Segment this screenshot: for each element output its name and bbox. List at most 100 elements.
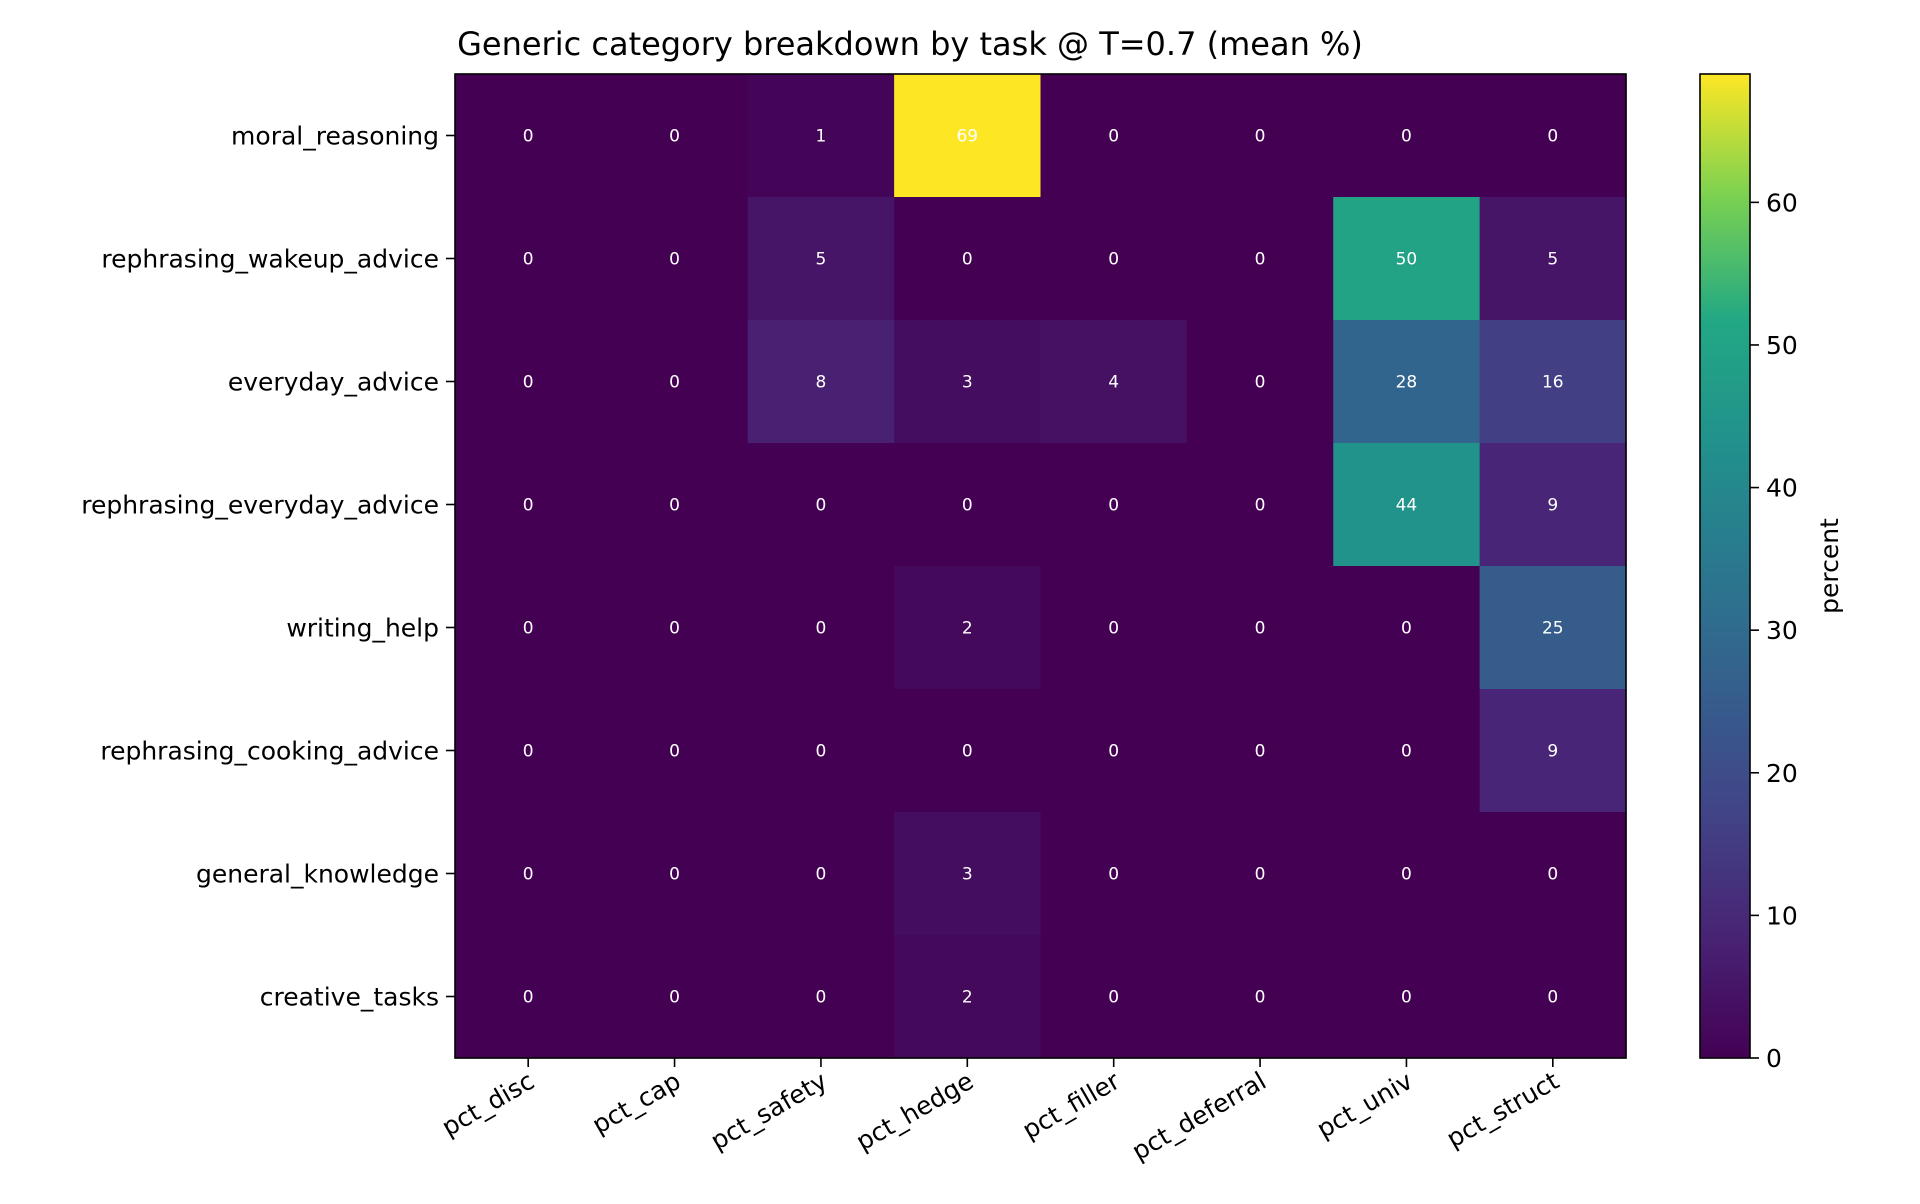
heatmap-cell: [1186, 935, 1334, 1059]
colorbar: 0 10 20 30 40 50 60 percent: [1699, 73, 1844, 1073]
heatmap-cell: [1040, 320, 1188, 444]
cell-value-label: 8: [816, 373, 827, 393]
column-label: pct_disc: [437, 1066, 539, 1142]
row-label: creative_tasks: [260, 983, 439, 1012]
cell-value-label: 0: [523, 619, 534, 639]
heatmap-cell: [601, 320, 749, 444]
cell-value-label: 0: [1108, 988, 1119, 1008]
heatmap-cell: [455, 566, 602, 690]
heatmap-cell: [747, 443, 895, 567]
heatmap-cell: [894, 935, 1042, 1059]
heatmap-cell: [894, 566, 1042, 690]
heatmap-cell: [601, 197, 749, 321]
heatmap-cell: [894, 443, 1042, 567]
heatmap-cell: [747, 566, 895, 690]
heatmap-cell: [1333, 566, 1481, 690]
cell-value-label: 0: [523, 373, 534, 393]
cell-value-label: 44: [1396, 496, 1418, 516]
cell-value-label: 0: [669, 373, 680, 393]
cell-value-label: 0: [669, 496, 680, 516]
cell-value-label: 0: [1401, 988, 1412, 1008]
heatmap-cell: [1186, 566, 1334, 690]
heatmap-cell: [747, 74, 895, 198]
cell-value-label: 0: [669, 742, 680, 762]
cell-value-label: 0: [669, 619, 680, 639]
cell-value-label: 0: [1255, 619, 1266, 639]
cell-value-label: 50: [1396, 250, 1418, 270]
row-label: rephrasing_wakeup_advice: [101, 245, 439, 274]
heatmap-cell: [1333, 935, 1481, 1059]
heatmap-cell: [747, 197, 895, 321]
heatmap-cell: [894, 74, 1042, 198]
row-label: everyday_advice: [228, 368, 439, 397]
cell-value-label: 0: [1108, 619, 1119, 639]
cell-value-label: 9: [1547, 496, 1558, 516]
heatmap-cell: [1040, 443, 1188, 567]
cell-value-label: 0: [1401, 619, 1412, 639]
cell-value-label: 0: [1108, 496, 1119, 516]
cell-value-label: 1: [816, 127, 827, 147]
row-labels: moral_reasoning rephrasing_wakeup_advicee…: [81, 122, 455, 1012]
heatmap-cell: [455, 443, 602, 567]
heatmap-cell: [894, 689, 1042, 813]
heatmap-cell: [1479, 689, 1627, 813]
cell-value-label: 0: [1255, 988, 1266, 1008]
heatmap-cell: [601, 935, 749, 1059]
cell-value-label: 0: [523, 988, 534, 1008]
heatmap-cell: [894, 812, 1042, 936]
heatmap-cell: [1333, 197, 1481, 321]
heatmap-cell: [1040, 812, 1188, 936]
cell-value-label: 5: [1547, 250, 1558, 270]
cell-value-label: 0: [523, 742, 534, 762]
heatmap-cell: [1333, 443, 1481, 567]
heatmap-cell: [1186, 689, 1334, 813]
heatmap-cell: [747, 320, 895, 444]
colorbar-tick-label: 50: [1766, 331, 1798, 360]
colorbar-tick-label: 0: [1766, 1044, 1782, 1073]
chart-title: Generic category breakdown by task @ T=0…: [457, 25, 1363, 63]
cell-value-label: 0: [669, 127, 680, 147]
cell-value-label: 3: [962, 373, 973, 393]
cell-value-label: 0: [1108, 127, 1119, 147]
column-label: pct_struct: [1442, 1066, 1564, 1153]
colorbar-tick-label: 20: [1766, 759, 1798, 788]
column-label: pct_safety: [706, 1066, 832, 1156]
heatmap-cell: [1333, 812, 1481, 936]
heatmap-cell: [1479, 935, 1627, 1059]
heatmap-cell: [455, 320, 602, 444]
heatmap-cell: [601, 443, 749, 567]
cell-value-label: 3: [962, 865, 973, 885]
colorbar-tick-label: 10: [1766, 901, 1798, 930]
heatmap-cell: [747, 812, 895, 936]
cell-value-label: 25: [1542, 619, 1564, 639]
heatmap-cell: [1186, 443, 1334, 567]
heatmap-cell: [455, 689, 602, 813]
cell-value-label: 0: [1401, 742, 1412, 762]
cell-value-label: 0: [1401, 865, 1412, 885]
heatmap-cell: [601, 566, 749, 690]
cell-value-label: 0: [1401, 127, 1412, 147]
cell-value-label: 0: [1255, 742, 1266, 762]
cell-value-label: 0: [523, 127, 534, 147]
cell-value-label: 0: [816, 988, 827, 1008]
heatmap-cell: [1479, 443, 1627, 567]
heatmap-cell: [1479, 566, 1627, 690]
heatmap-cell: [1479, 812, 1627, 936]
cell-value-label: 9: [1547, 742, 1558, 762]
column-label: pct_cap: [587, 1066, 685, 1140]
heatmap-cell: [1186, 74, 1334, 198]
heatmap-cell: [1333, 74, 1481, 198]
heatmap-cell: [1479, 74, 1627, 198]
cell-value-label: 2: [962, 619, 973, 639]
cell-value-label: 4: [1108, 373, 1119, 393]
heatmap-cell: [1040, 689, 1188, 813]
heatmap-cells: [455, 74, 1627, 1059]
cell-value-label: 0: [523, 496, 534, 516]
cell-value-label: 0: [816, 496, 827, 516]
heatmap-cell: [894, 320, 1042, 444]
cell-value-label: 0: [1547, 127, 1558, 147]
cell-value-label: 0: [1547, 865, 1558, 885]
heatmap-cell: [1333, 689, 1481, 813]
